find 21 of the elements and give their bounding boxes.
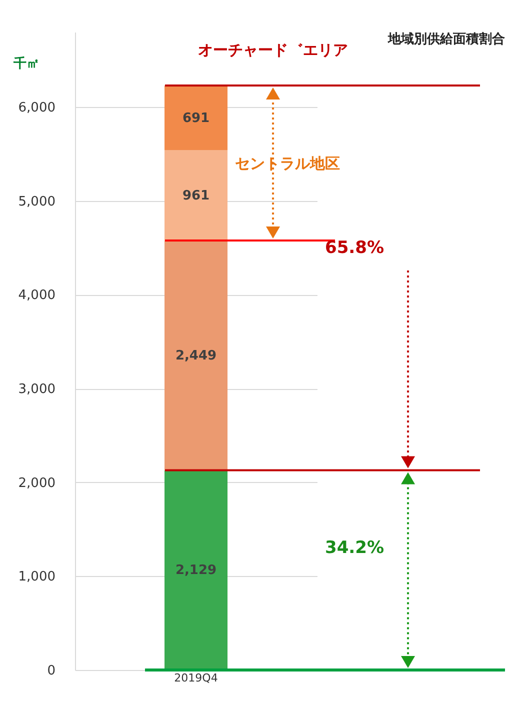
- y-tick-label: 4,000: [18, 288, 56, 304]
- data-label: 2,449: [175, 348, 217, 364]
- y-tick-label: 1,000: [18, 570, 56, 585]
- y-tick-label: 6,000: [18, 100, 56, 116]
- bar: [164, 240, 228, 470]
- data-label: 961: [182, 188, 210, 204]
- text: 地域別供給面積割合: [387, 31, 505, 47]
- text: 34.2%: [325, 538, 384, 558]
- bar: [164, 150, 228, 240]
- data-label: 691: [182, 110, 210, 126]
- bar: [164, 85, 228, 150]
- annotation: オーチャード゛エリア: [198, 41, 348, 59]
- text: 65.8%: [325, 238, 384, 258]
- y-tick-label: 2,000: [18, 476, 56, 491]
- y-tick-label: 5,000: [18, 194, 56, 210]
- y-tick-label: 0: [47, 664, 56, 678]
- y-axis-title: 千㎡: [12, 56, 40, 72]
- x-tick-label: 2019Q4: [174, 672, 218, 684]
- bar: [164, 470, 228, 670]
- data-label: 2,129: [175, 563, 217, 578]
- y-tick-label: 3,000: [18, 382, 56, 398]
